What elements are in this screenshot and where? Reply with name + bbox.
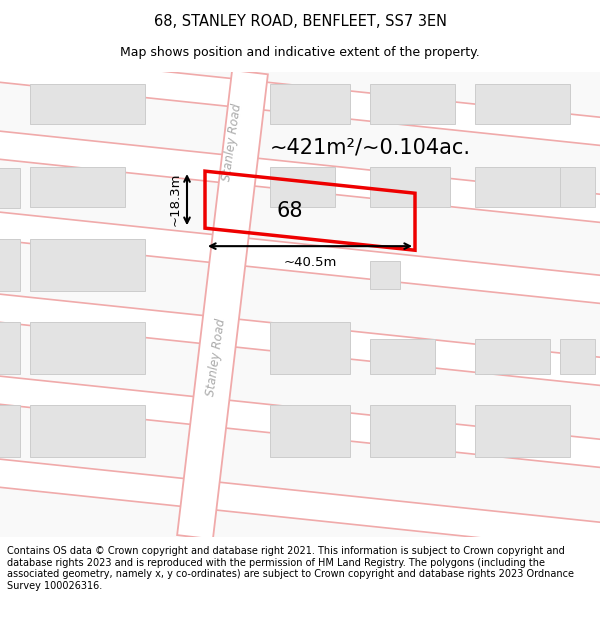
Bar [270,84,350,124]
Text: Stanley Road: Stanley Road [220,102,244,182]
Bar [475,84,570,124]
Bar [270,405,350,458]
Bar [30,322,145,374]
Bar [475,339,550,374]
Polygon shape [0,130,600,223]
Text: 68, STANLEY ROAD, BENFLEET, SS7 3EN: 68, STANLEY ROAD, BENFLEET, SS7 3EN [154,14,446,29]
Bar [30,84,145,124]
Polygon shape [0,293,600,386]
Polygon shape [0,53,600,146]
Polygon shape [0,543,600,625]
Text: Map shows position and indicative extent of the property.: Map shows position and indicative extent… [120,46,480,59]
Bar [370,84,455,124]
Polygon shape [177,70,268,539]
Polygon shape [0,211,600,304]
Text: 68: 68 [277,201,303,221]
Bar [270,322,350,374]
Polygon shape [0,375,600,468]
Bar [0,168,20,208]
Bar [370,261,400,289]
Bar [560,167,595,208]
Bar [30,405,145,458]
Bar [475,167,570,208]
Bar [370,167,450,208]
Bar [270,167,335,208]
Bar [0,239,20,291]
Text: ~40.5m: ~40.5m [283,256,337,269]
Bar [475,405,570,458]
Bar [370,405,455,458]
Polygon shape [0,458,600,551]
Bar [0,405,20,458]
Text: Stanley Road: Stanley Road [204,318,228,397]
Text: Contains OS data © Crown copyright and database right 2021. This information is : Contains OS data © Crown copyright and d… [7,546,574,591]
Bar [30,167,125,208]
Bar [0,322,20,374]
Bar [370,339,435,374]
Text: ~18.3m: ~18.3m [169,173,182,226]
Text: ~421m²/~0.104ac.: ~421m²/~0.104ac. [269,137,470,157]
Bar [30,239,145,291]
Bar [560,339,595,374]
